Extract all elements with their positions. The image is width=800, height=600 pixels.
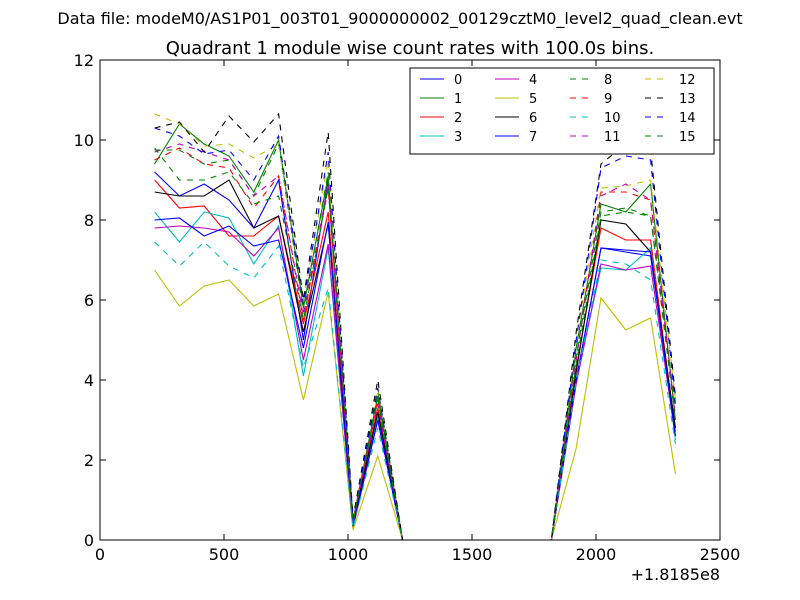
x-tick-label: 500 [209,545,240,564]
legend-label-11: 11 [604,130,621,145]
axes-frame [99,59,721,541]
legend-label-9: 9 [604,92,612,107]
series-line-11 [154,143,676,541]
y-tick-label: 10 [74,131,94,150]
chart-title: Quadrant 1 module wise count rates with … [166,38,655,59]
y-tick-label: 0 [84,531,94,550]
legend-label-5: 5 [529,92,537,107]
legend-label-12: 12 [679,73,696,88]
legend-label-6: 6 [529,111,537,126]
legend-label-4: 4 [529,73,537,88]
legend-label-2: 2 [454,111,462,126]
series-line-5 [154,269,676,541]
series-line-13 [154,112,676,541]
series-line-4 [154,225,676,541]
x-tick-label: 0 [95,545,105,564]
x-offset-label: +1.8185e8 [631,565,720,584]
legend-label-0: 0 [454,73,462,88]
legend-label-15: 15 [679,130,696,145]
legend-label-14: 14 [679,111,696,126]
figure-suptitle: Data file: modeM0/AS1P01_003T01_90000000… [57,9,742,29]
x-tick-label: 1000 [328,545,369,564]
y-tick-label: 8 [84,211,94,230]
legend-label-8: 8 [604,73,612,88]
series-line-7 [154,217,676,541]
series-line-12 [154,113,676,541]
series-line-15 [154,147,676,541]
x-tick-label: 1500 [452,545,493,564]
series-layer [154,112,676,541]
y-tick-label: 4 [84,371,94,390]
legend-label-13: 13 [679,92,696,107]
y-tick-label: 12 [74,51,94,70]
legend-box [409,67,715,155]
legend-label-10: 10 [604,111,621,126]
legend-label-3: 3 [454,130,462,145]
series-line-9 [154,147,676,541]
x-tick-label: 2000 [576,545,617,564]
series-line-6 [154,179,676,541]
y-tick-label: 2 [84,451,94,470]
series-line-2 [154,179,676,541]
series-line-3 [154,211,676,541]
legend-label-1: 1 [454,92,462,107]
legend-label-7: 7 [529,130,537,145]
x-tick-label: 2500 [700,545,741,564]
y-tick-label: 6 [84,291,94,310]
